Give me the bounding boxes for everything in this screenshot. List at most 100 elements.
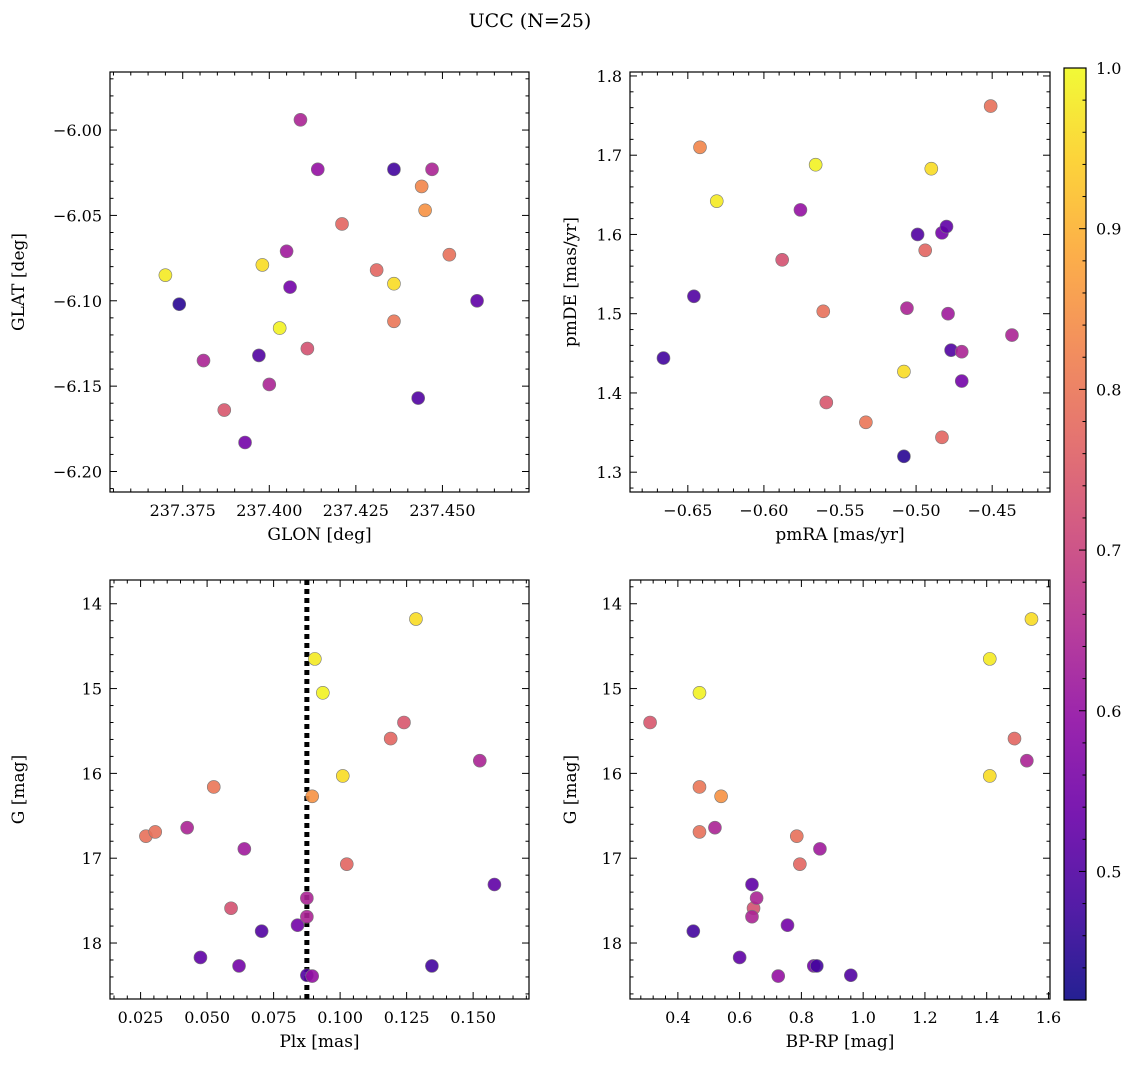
scatter-point: [252, 348, 266, 363]
scatter-point: [982, 769, 997, 783]
x-tick-label: −0.55: [815, 501, 864, 520]
x-axis-label: Plx [mas]: [279, 1032, 359, 1052]
x-tick-label: −0.50: [892, 501, 941, 520]
scatter-point: [217, 403, 232, 417]
x-tick-label: 0.125: [384, 1008, 430, 1027]
y-tick-label: 1.8: [597, 67, 622, 86]
scatter-point: [692, 686, 707, 700]
x-tick-label: 1.2: [912, 1008, 937, 1027]
y-tick-label: 15: [82, 680, 102, 699]
scatter-point: [414, 179, 429, 194]
scatter-point: [714, 789, 728, 804]
scatter-point: [442, 247, 457, 262]
scatter-point: [335, 217, 349, 231]
scatter-point: [180, 820, 194, 835]
scatter-point: [411, 391, 425, 405]
scatter-point: [255, 258, 270, 272]
scatter-point: [745, 909, 759, 924]
x-tick-label: 0.075: [251, 1008, 297, 1027]
y-axis-label: G [mag]: [9, 755, 29, 824]
x-tick-label: 237.450: [409, 501, 475, 520]
scatter-point: [656, 351, 671, 365]
colorbar-tick-label: 0.8: [1096, 380, 1121, 399]
scatter-point: [775, 253, 789, 267]
scatter-point: [808, 157, 823, 172]
x-tick-label: 237.400: [236, 501, 302, 520]
scatter-point: [369, 263, 384, 277]
scatter-point: [859, 415, 873, 430]
scatter-point: [148, 825, 163, 839]
scatter-point: [709, 194, 724, 208]
figure-title: UCC (N=25): [469, 10, 592, 32]
scatter-point: [387, 314, 401, 329]
colorbar: 0.5 0.6 0.7 0.8 0.9 1.0: [1063, 59, 1121, 1001]
axes-frame: [629, 579, 1051, 1000]
x-tick-label: 0.6: [727, 1008, 752, 1027]
y-tick-label: 16: [82, 764, 102, 783]
y-tick-label: −6.20: [53, 463, 102, 482]
scatter-point: [732, 950, 747, 965]
scatter-point: [335, 769, 350, 783]
scatter-point: [844, 968, 858, 983]
scatter-point: [425, 959, 439, 973]
y-tick-label: −6.00: [53, 121, 102, 140]
y-tick-label: 18: [82, 934, 102, 953]
colorbar-tick-label: 0.5: [1096, 862, 1121, 881]
scatter-point: [383, 731, 398, 746]
scatter-point: [310, 162, 325, 177]
x-tick-label: 0.050: [184, 1008, 230, 1027]
scatter-point: [813, 842, 827, 856]
y-tick-label: 17: [602, 849, 622, 868]
scatter-point: [924, 161, 939, 176]
y-tick-label: 16: [602, 764, 622, 783]
scatter-point: [939, 219, 954, 234]
y-tick-label: 1.3: [597, 463, 622, 482]
scatter-point: [983, 99, 998, 113]
y-tick-label: 18: [602, 934, 622, 953]
scatter-point: [196, 353, 211, 368]
scatter-point: [339, 857, 354, 871]
scatter-point: [692, 825, 707, 839]
x-tick-label: −0.60: [739, 501, 788, 520]
x-tick-label: 0.8: [789, 1008, 814, 1027]
scatter-point: [290, 918, 305, 933]
scatter-point: [780, 918, 795, 933]
scatter-point: [745, 877, 759, 892]
scatter-point: [982, 652, 997, 666]
panel-bprp-g: 0.4 0.6 0.8 1.0 1.2 1.4 1.6 14 15 16 17 18 BP-RP [ma…: [561, 579, 1061, 1052]
y-tick-label: −6.10: [53, 292, 102, 311]
scatter-point: [237, 842, 252, 856]
y-axis-label: G [mag]: [561, 755, 581, 824]
y-tick-label: 14: [82, 595, 102, 614]
scatter-point: [238, 435, 252, 450]
y-axis-label: GLAT [deg]: [9, 233, 29, 331]
scatter-point: [206, 780, 221, 794]
colorbar-tick-label: 0.6: [1096, 702, 1121, 721]
scatter-point: [1024, 612, 1039, 626]
x-tick-label: 0.025: [118, 1008, 164, 1027]
y-axis-label: pmDE [mas/yr]: [561, 217, 581, 347]
x-tick-label: 0.150: [450, 1008, 496, 1027]
scatter-point: [693, 140, 707, 155]
y-tick-label: −6.15: [53, 377, 102, 396]
colorbar-tick-label: 0.7: [1096, 541, 1121, 560]
scatter-point: [789, 829, 804, 843]
scatter-point: [1020, 753, 1034, 768]
x-axis-label: BP-RP [mag]: [786, 1032, 895, 1052]
y-tick-label: 1.5: [597, 305, 622, 324]
scatter-point: [254, 924, 269, 938]
panel-pmra-pmde: −0.65 −0.60 −0.55 −0.50 −0.45 1.3 1.4 1.5 1.6 1.7…: [561, 67, 1051, 545]
scatter-point: [749, 891, 764, 905]
x-tick-label: 237.425: [323, 501, 389, 520]
x-tick-label: −0.45: [968, 501, 1017, 520]
colorbar-frame: [1063, 67, 1087, 1001]
scatter-point: [272, 321, 287, 335]
scatter-point: [172, 297, 187, 311]
scatter-point: [425, 162, 439, 177]
scatter-point: [158, 268, 173, 282]
y-tick-label: 1.4: [597, 384, 622, 403]
scatter-point: [897, 449, 911, 464]
x-tick-label: 1.6: [1036, 1008, 1061, 1027]
scatter-point: [708, 820, 722, 835]
scatter-point: [686, 924, 701, 938]
